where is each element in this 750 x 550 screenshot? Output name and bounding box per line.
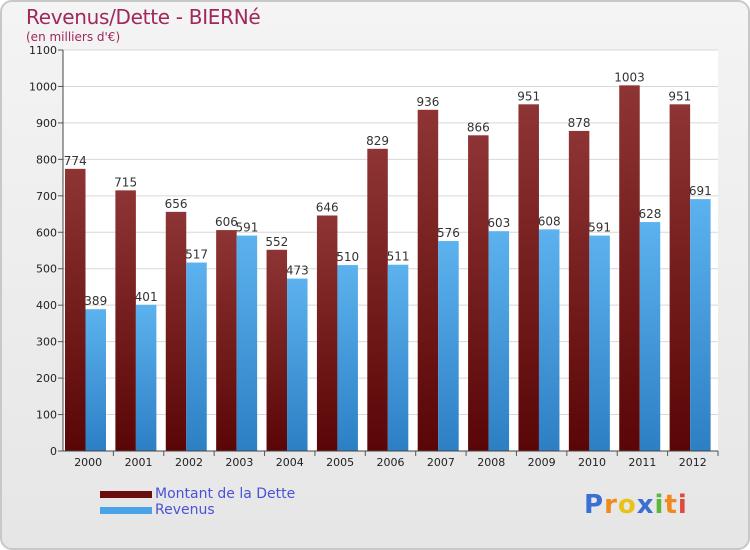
x-tick-label: 2008: [477, 456, 505, 469]
data-label-revenus: 389: [84, 294, 107, 308]
data-label-dette: 1003: [614, 70, 645, 84]
y-tick-label: 600: [36, 226, 57, 239]
bar-revenus: [538, 229, 560, 451]
bar-revenus: [287, 278, 308, 451]
bar-revenus: [690, 199, 711, 451]
y-tick-label: 800: [36, 153, 57, 166]
bar-dette: [417, 109, 439, 451]
data-label-dette: 866: [467, 120, 490, 134]
data-label-revenus: 603: [487, 216, 510, 230]
bar-revenus: [135, 304, 157, 451]
legend-item-revenus: Revenus: [100, 502, 295, 518]
bar-dette: [619, 85, 640, 452]
y-tick-label: 100: [36, 409, 57, 422]
x-tick-label: 2011: [628, 456, 656, 469]
y-tick-label: 700: [36, 190, 57, 203]
data-label-dette: 936: [416, 95, 439, 109]
bar-revenus: [236, 235, 258, 451]
legend: Montant de la Dette Revenus: [100, 486, 295, 518]
bar-dette: [518, 104, 539, 452]
bar-dette: [216, 230, 237, 451]
legend-label-debt: Montant de la Dette: [155, 486, 296, 502]
x-tick-label: 2000: [74, 456, 102, 469]
bar-revenus: [85, 309, 106, 451]
bar-dette: [568, 130, 590, 452]
x-tick-label: 2010: [578, 456, 606, 469]
data-label-revenus: 591: [235, 221, 258, 235]
bar-dette: [266, 249, 288, 451]
bar-revenus: [639, 222, 661, 451]
legend-swatch-debt: [100, 490, 152, 498]
bar-revenus: [186, 262, 207, 451]
x-tick-label: 2004: [276, 456, 304, 469]
bar-revenus: [589, 235, 610, 451]
data-label-revenus: 510: [336, 250, 359, 264]
legend-item-debt: Montant de la Dette: [100, 486, 295, 502]
data-label-revenus: 691: [689, 184, 712, 198]
data-label-dette: 951: [517, 89, 540, 103]
data-label-dette: 715: [114, 175, 137, 189]
y-tick-label: 900: [36, 117, 57, 130]
y-tick-label: 300: [36, 336, 57, 349]
data-label-dette: 774: [64, 154, 87, 168]
data-label-revenus: 576: [437, 226, 460, 240]
chart-subtitle: (en milliers d'€): [26, 30, 121, 44]
data-label-dette: 646: [316, 201, 339, 215]
y-tick-label: 0: [50, 445, 57, 458]
x-tick-label: 2001: [125, 456, 153, 469]
logo-letter: r: [604, 490, 618, 520]
data-label-revenus: 591: [588, 221, 611, 235]
x-tick-label: 2012: [679, 456, 707, 469]
bar-dette: [367, 148, 388, 452]
x-tick-label: 2009: [528, 456, 556, 469]
logo-letter: i: [677, 490, 688, 520]
logo-letter: o: [617, 490, 637, 520]
data-label-revenus: 608: [538, 214, 561, 228]
logo-letter: x: [636, 490, 655, 520]
legend-label-revenus: Revenus: [155, 502, 215, 518]
bar-dette: [316, 215, 338, 451]
bar-dette: [468, 135, 489, 451]
data-label-dette: 606: [215, 215, 238, 229]
data-label-revenus: 473: [286, 264, 309, 278]
data-label-revenus: 511: [387, 250, 410, 264]
y-tick-label: 500: [36, 263, 57, 276]
bar-revenus: [387, 264, 409, 451]
bar-revenus: [438, 241, 459, 451]
bar-revenus: [488, 231, 510, 451]
data-label-dette: 656: [165, 197, 188, 211]
data-label-dette: 878: [568, 116, 591, 130]
proxiti-logo: Proxiti: [584, 490, 688, 520]
x-tick-label: 2006: [377, 456, 405, 469]
bar-dette: [115, 190, 136, 451]
logo-letter: i: [654, 490, 665, 520]
data-label-dette: 829: [366, 134, 389, 148]
bar-dette: [65, 168, 86, 452]
y-tick-label: 1000: [29, 80, 57, 93]
bar-dette: [165, 211, 187, 451]
x-tick-label: 2002: [175, 456, 203, 469]
data-label-revenus: 628: [639, 207, 662, 221]
data-label-revenus: 401: [135, 290, 158, 304]
data-label-dette: 552: [265, 235, 288, 249]
data-label-revenus: 517: [185, 248, 208, 262]
y-tick-label: 1100: [29, 44, 57, 57]
legend-swatch-revenus: [100, 506, 152, 514]
x-tick-label: 2005: [326, 456, 354, 469]
data-label-dette: 951: [668, 89, 691, 103]
x-tick-label: 2003: [225, 456, 253, 469]
logo-letter: t: [664, 490, 678, 520]
bar-revenus: [337, 265, 358, 451]
y-tick-label: 200: [36, 372, 57, 385]
y-tick-label: 400: [36, 299, 57, 312]
x-tick-label: 2007: [427, 456, 455, 469]
bar-dette: [669, 104, 691, 452]
chart-title: Revenus/Dette - BIERNé: [26, 5, 261, 29]
logo-letter: P: [584, 490, 605, 520]
